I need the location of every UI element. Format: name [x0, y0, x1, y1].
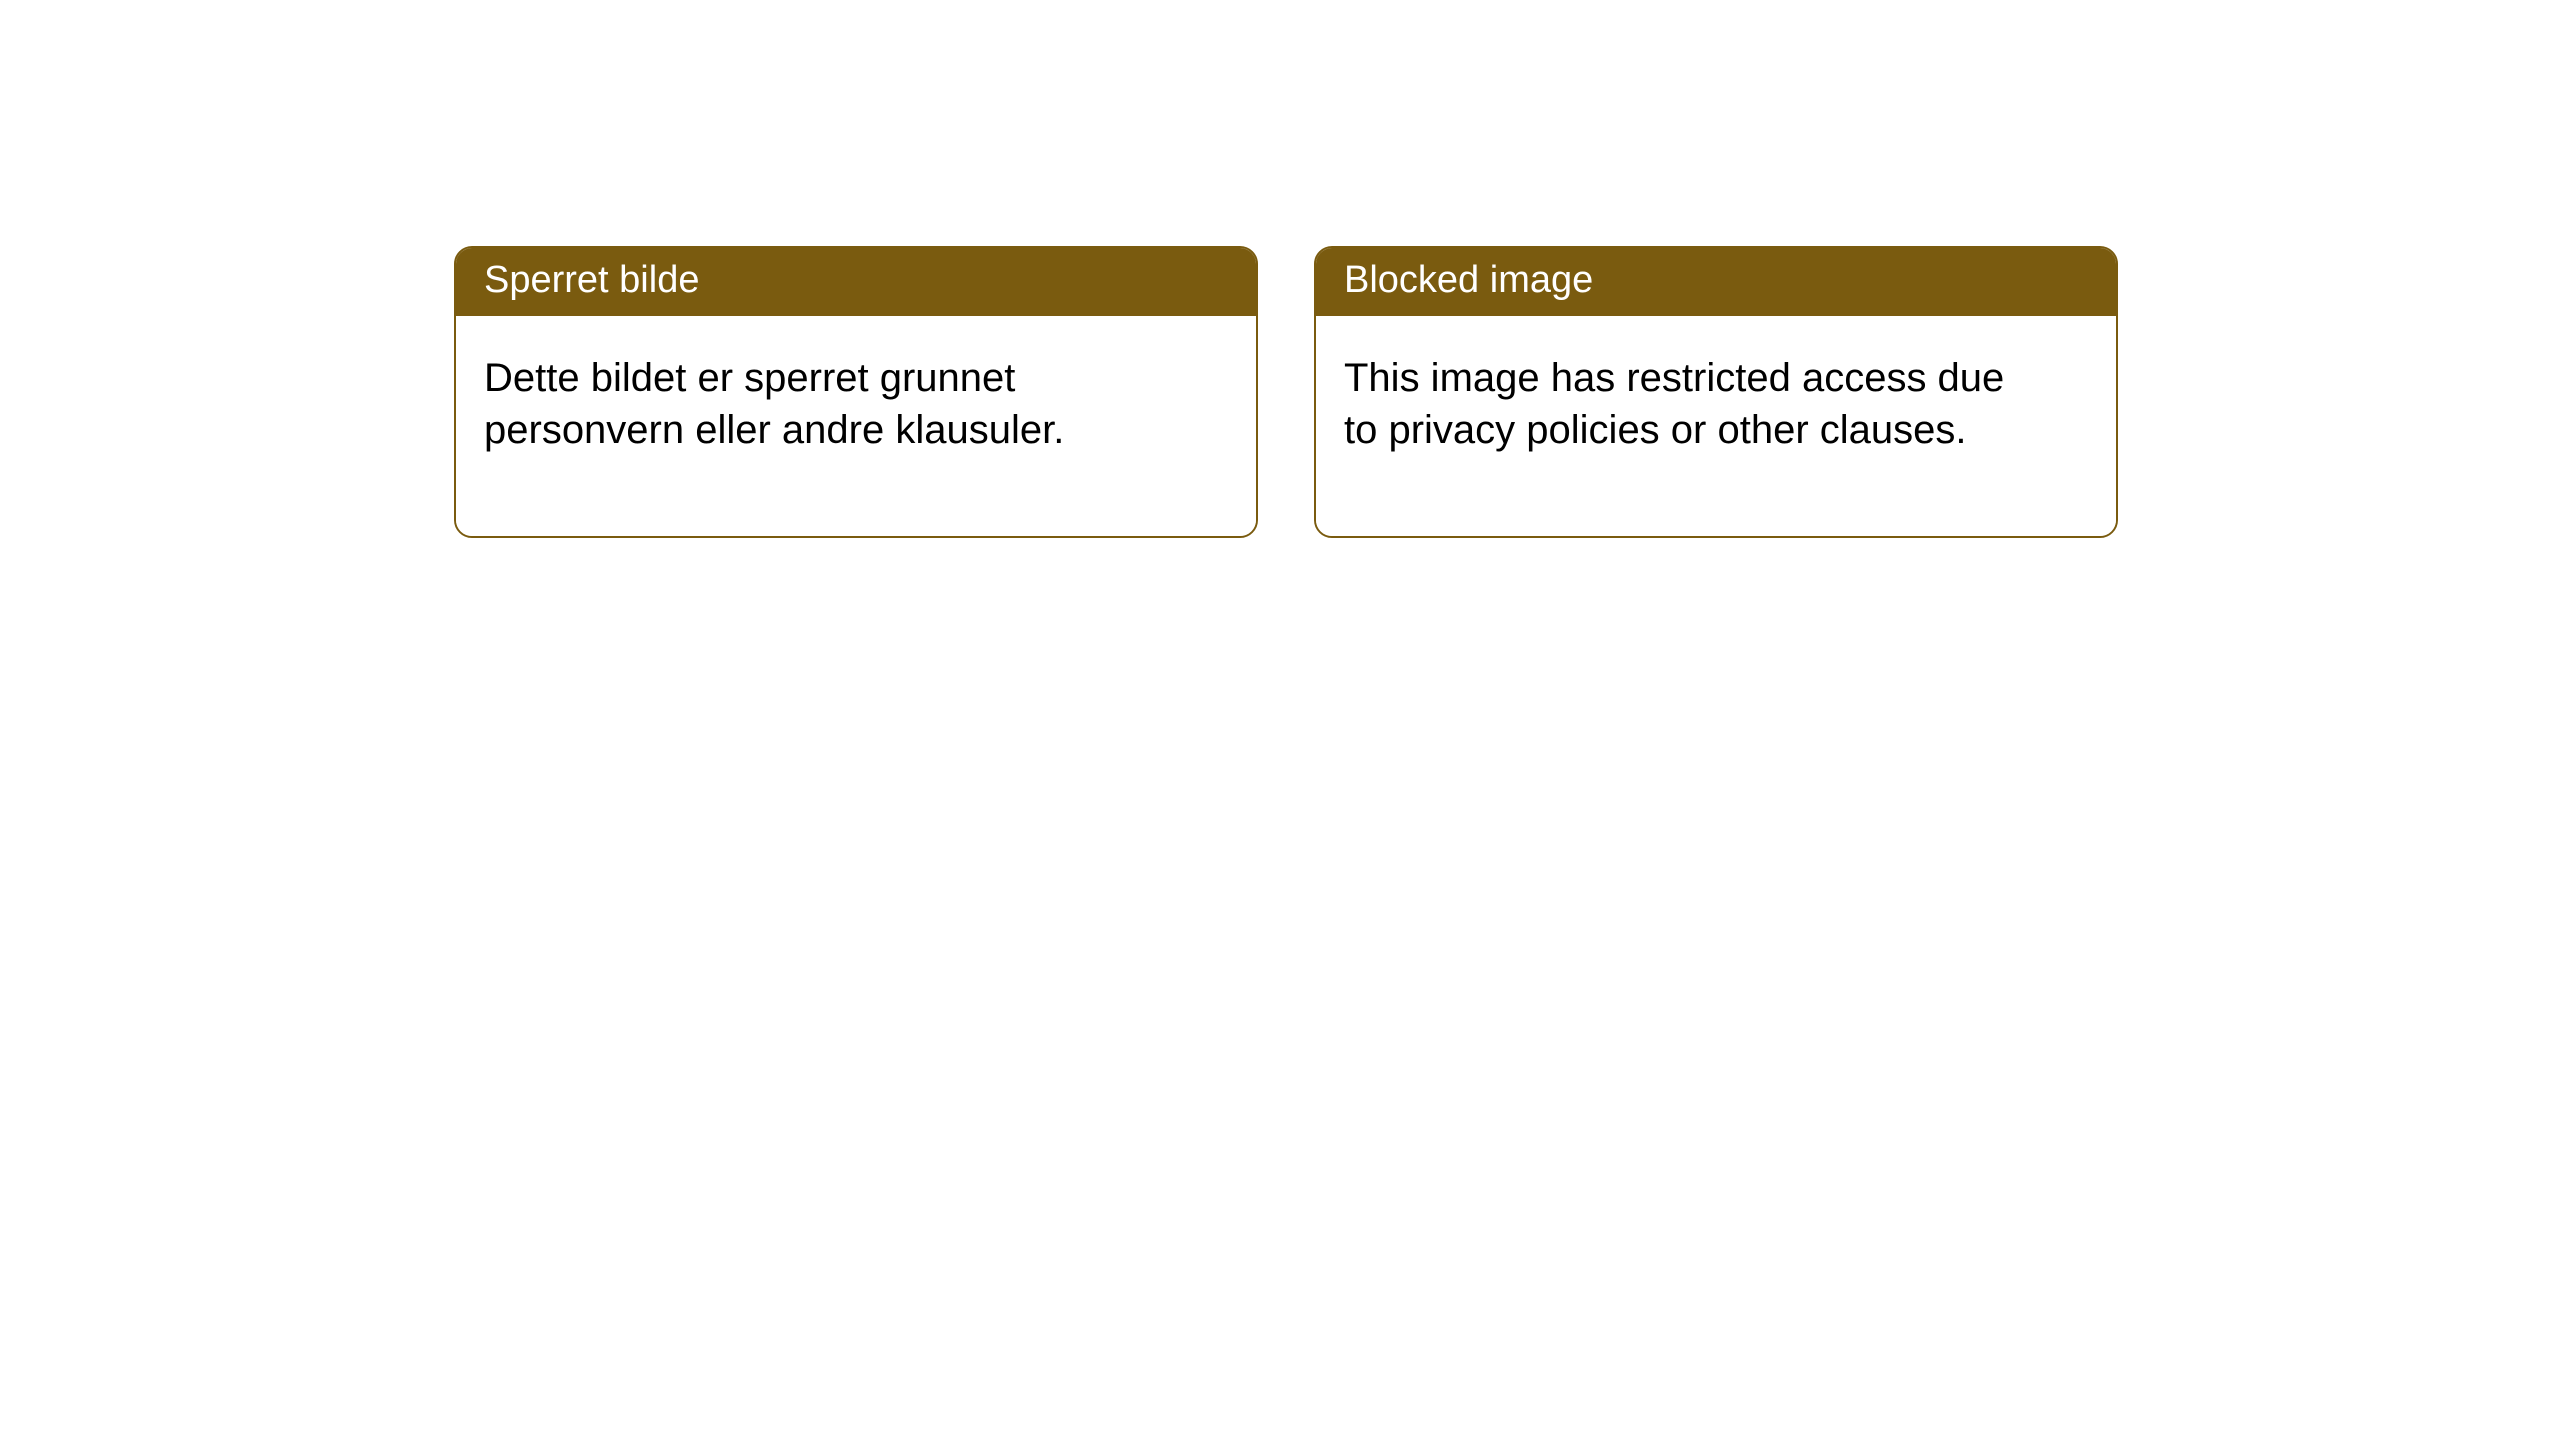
card-header-no: Sperret bilde	[456, 248, 1256, 316]
card-body-no: Dette bildet er sperret grunnet personve…	[456, 316, 1256, 536]
blocked-image-card-en: Blocked image This image has restricted …	[1314, 246, 2118, 538]
card-body-text-no: Dette bildet er sperret grunnet personve…	[484, 352, 1184, 456]
card-body-text-en: This image has restricted access due to …	[1344, 352, 2044, 456]
card-header-en: Blocked image	[1316, 248, 2116, 316]
blocked-image-card-no: Sperret bilde Dette bildet er sperret gr…	[454, 246, 1258, 538]
card-body-en: This image has restricted access due to …	[1316, 316, 2116, 536]
notice-container: Sperret bilde Dette bildet er sperret gr…	[0, 0, 2560, 538]
